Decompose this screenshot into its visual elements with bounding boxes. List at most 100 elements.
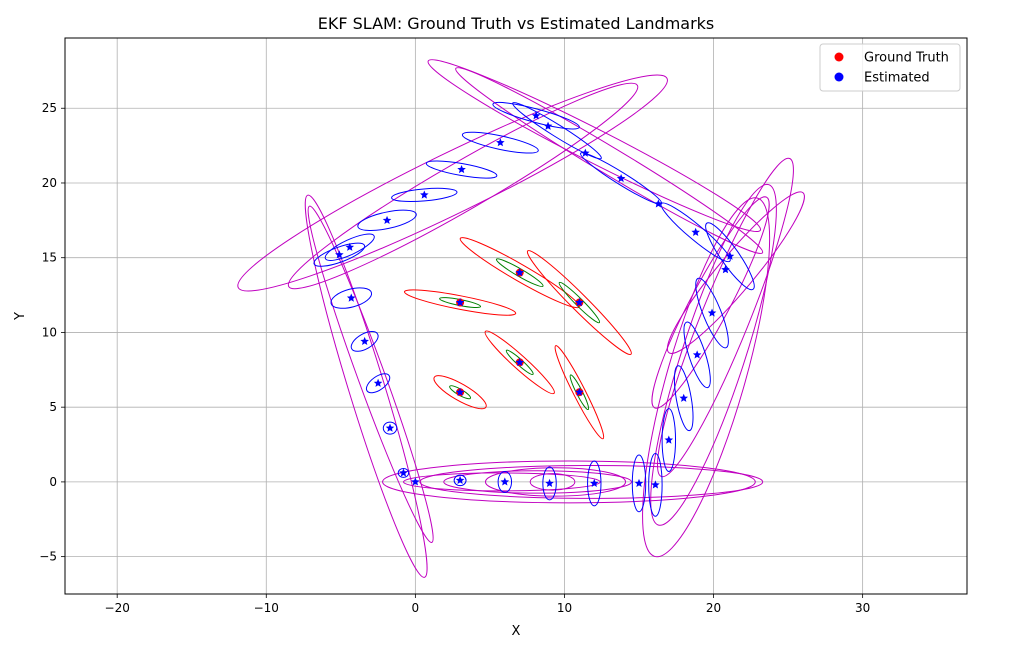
covariance-ellipse-inner-red bbox=[403, 289, 517, 316]
chart-title: EKF SLAM: Ground Truth vs Estimated Land… bbox=[318, 14, 715, 33]
estimated-point bbox=[725, 251, 735, 260]
covariance-ellipse-estimated bbox=[324, 233, 375, 261]
covariance-ellipse-estimated bbox=[580, 152, 663, 205]
covariance-ellipse-estimated bbox=[673, 365, 694, 432]
covariance-ellipse-inner-red bbox=[484, 330, 555, 395]
covariance-ellipse-estimated bbox=[365, 373, 391, 394]
estimated-point bbox=[575, 387, 584, 396]
estimated-point bbox=[385, 423, 395, 432]
covariance-ellipse-estimated bbox=[631, 454, 647, 513]
covariance-ellipse-estimated bbox=[313, 242, 366, 267]
covariance-ellipse-inner-red bbox=[554, 345, 605, 440]
x-tick-label: 10 bbox=[557, 601, 572, 615]
covariance-ellipse-large bbox=[304, 194, 428, 578]
covariance-ellipse-estimated bbox=[512, 102, 602, 160]
estimated-point bbox=[457, 165, 466, 174]
estimated-point bbox=[581, 148, 590, 157]
estimated-point bbox=[515, 268, 525, 277]
x-tick-label: 0 bbox=[412, 601, 420, 615]
estimated-point bbox=[455, 298, 465, 307]
estimated-point bbox=[500, 477, 510, 486]
covariance-ellipse-large bbox=[443, 470, 633, 494]
legend-marker bbox=[834, 52, 844, 62]
covariance-ellipse-large bbox=[307, 205, 434, 543]
covariance-ellipse-estimated bbox=[542, 466, 557, 501]
covariance-ellipse-estimated bbox=[497, 470, 513, 493]
covariance-ellipse-large bbox=[455, 67, 764, 254]
estimated-point bbox=[373, 378, 383, 387]
covariance-ellipse-large bbox=[650, 183, 777, 526]
estimated-point bbox=[692, 350, 702, 359]
estimated-point bbox=[664, 435, 674, 444]
estimated-point bbox=[360, 336, 369, 346]
legend-box bbox=[819, 43, 961, 92]
covariance-ellipse-large bbox=[651, 196, 770, 409]
covariance-ellipse-estimated bbox=[453, 474, 467, 487]
legend-label: Estimated bbox=[864, 71, 930, 86]
covariance-ellipse-estimated bbox=[382, 421, 398, 435]
legend: Ground Truth Estimated bbox=[819, 43, 961, 92]
estimated-point bbox=[616, 173, 626, 183]
plot-frame bbox=[64, 37, 968, 595]
x-tick-label: −20 bbox=[105, 601, 130, 615]
covariance-ellipse-large bbox=[419, 464, 764, 499]
legend-marker bbox=[834, 72, 844, 82]
estimated-point bbox=[721, 265, 730, 274]
covariance-ellipse-estimated bbox=[357, 209, 417, 231]
estimated-point bbox=[411, 477, 420, 486]
estimated-point bbox=[346, 293, 356, 302]
estimated-point bbox=[654, 199, 663, 208]
covariance-ellipse-estimated bbox=[587, 460, 602, 507]
x-tick-label: 20 bbox=[706, 601, 721, 615]
covariance-ellipse-inner-red bbox=[433, 375, 487, 410]
estimated-point bbox=[691, 227, 700, 236]
covariance-ellipse-large bbox=[657, 157, 794, 478]
estimated-point bbox=[496, 138, 505, 147]
y-tick-label: 10 bbox=[42, 325, 57, 339]
covariance-ellipse-estimated bbox=[391, 187, 458, 203]
estimated-point bbox=[335, 250, 344, 259]
covariance-ellipse-large bbox=[287, 82, 639, 290]
covariance-ellipse-estimated bbox=[492, 101, 580, 130]
covariance-ellipse-estimated bbox=[461, 131, 539, 154]
estimated-point bbox=[543, 121, 553, 130]
estimated-point bbox=[345, 242, 355, 251]
estimated-point bbox=[679, 393, 689, 402]
covariance-ellipse-large bbox=[642, 197, 771, 558]
y-tick-label: 20 bbox=[42, 176, 57, 190]
y-tick-label: 15 bbox=[42, 251, 57, 265]
covariance-ellipse-estimated bbox=[695, 277, 729, 349]
estimated-point bbox=[420, 190, 429, 199]
covariance-ellipse-inner-red bbox=[526, 250, 632, 356]
estimated-point bbox=[531, 111, 541, 120]
covariance-ellipse-estimated bbox=[648, 453, 663, 517]
covariance-ellipse-large bbox=[484, 467, 627, 497]
covariance-ellipse-estimated bbox=[705, 222, 755, 291]
covariance-ellipse-layer bbox=[237, 59, 805, 578]
y-tick-label: 25 bbox=[42, 101, 57, 115]
covariance-ellipse-estimated bbox=[661, 408, 677, 472]
estimated-point bbox=[545, 478, 554, 488]
covariance-ellipse-large bbox=[237, 74, 668, 292]
y-axis-label: Y bbox=[13, 312, 28, 321]
legend-label: Ground Truth bbox=[864, 51, 949, 66]
x-tick-label: 30 bbox=[855, 601, 870, 615]
covariance-ellipse-estimated bbox=[350, 331, 379, 352]
covariance-ellipse-estimated bbox=[425, 160, 498, 179]
estimated-point bbox=[634, 478, 644, 488]
x-axis-label: X bbox=[512, 624, 521, 639]
estimated-point bbox=[382, 215, 392, 224]
tick-layer: −20 −10 0 10 20 30 −5 0 5 10 15 20 25 bbox=[39, 101, 870, 615]
covariance-ellipse-large bbox=[529, 473, 576, 491]
covariance-ellipse-estimated bbox=[683, 321, 711, 389]
y-tick-label: −5 bbox=[39, 550, 57, 564]
estimated-point bbox=[575, 298, 584, 307]
estimated-point bbox=[651, 480, 660, 489]
y-tick-label: 5 bbox=[49, 400, 57, 414]
covariance-ellipse-estimated bbox=[330, 287, 373, 309]
estimated-point bbox=[399, 468, 408, 477]
x-tick-label: −10 bbox=[254, 601, 279, 615]
